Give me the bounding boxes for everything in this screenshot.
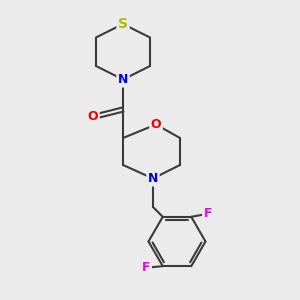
Text: O: O — [88, 110, 98, 124]
Text: N: N — [148, 172, 158, 185]
Text: N: N — [118, 73, 128, 86]
Text: F: F — [203, 207, 212, 220]
Text: S: S — [118, 17, 128, 31]
Text: O: O — [151, 118, 161, 131]
Text: F: F — [142, 261, 151, 274]
